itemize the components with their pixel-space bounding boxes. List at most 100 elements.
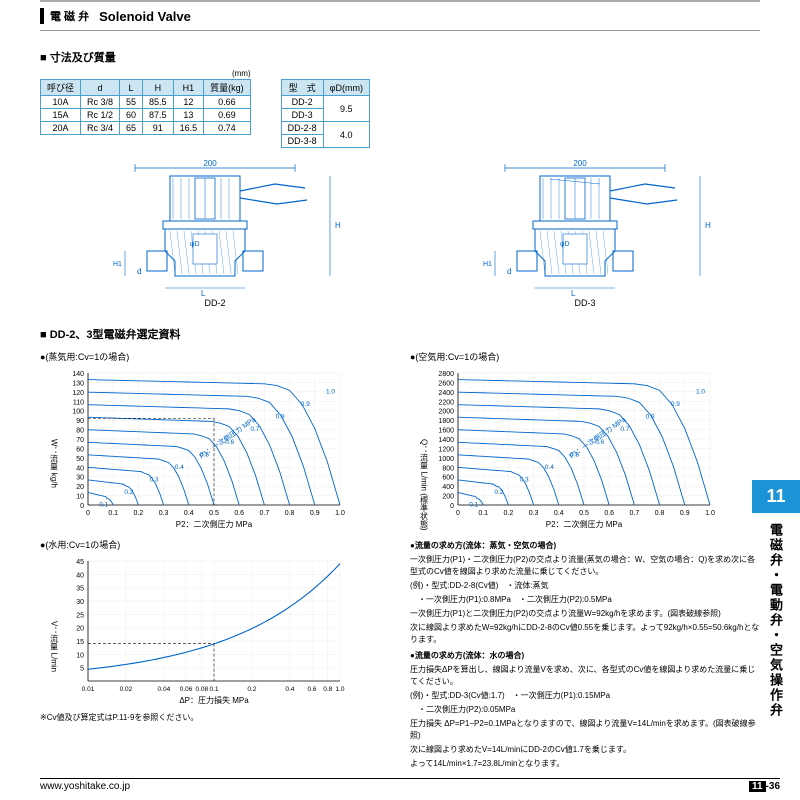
svg-text:0.2: 0.2 [504,510,514,517]
svg-text:1800: 1800 [438,418,454,425]
footer-url: www.yoshitake.co.jp [40,781,130,792]
water-chart: 510152025303540450.010.020.040.060.080.1… [40,553,350,708]
svg-text:20: 20 [76,626,84,633]
svg-text:0: 0 [86,510,90,517]
svg-text:10: 10 [76,494,84,501]
svg-text:H: H [335,221,341,230]
svg-text:1400: 1400 [438,437,454,444]
svg-text:120: 120 [72,390,84,397]
svg-text:50: 50 [76,456,84,463]
svg-text:15: 15 [76,639,84,646]
svg-text:90: 90 [76,418,84,425]
svg-text:2600: 2600 [438,380,454,387]
svg-text:0.1: 0.1 [478,510,488,517]
svg-text:0.2: 0.2 [494,489,503,496]
svg-text:0.6: 0.6 [604,510,614,517]
svg-text:45: 45 [76,559,84,566]
svg-text:H1: H1 [483,261,492,268]
svg-text:1.0: 1.0 [705,510,715,517]
svg-text:1.0: 1.0 [335,686,344,693]
svg-text:0.2: 0.2 [134,510,144,517]
section-selection-title: ■ DD-2、3型電磁弁選定資料 [40,326,760,342]
svg-text:0: 0 [450,503,454,510]
chapter-number: 11 [752,480,800,513]
svg-text:0.4: 0.4 [184,510,194,517]
svg-text:0.06: 0.06 [180,686,193,693]
chart1-title: ●(蒸気用:Cv=1の場合) [40,350,390,363]
svg-text:0.2: 0.2 [247,686,256,693]
svg-text:1.0: 1.0 [335,510,345,517]
svg-text:0.01: 0.01 [82,686,95,693]
phid-header: φD(mm) [323,80,369,96]
chapter-title: 電磁弁・電動弁・空気操作弁 [752,513,799,728]
svg-text:1.0: 1.0 [696,389,705,396]
explanation-text: ●流量の求め方(流体：蒸気・空気の場合) 一次側圧力(P1)・二次側圧力(P2)… [410,540,760,770]
diagram-label-dd3: DD-3 [445,298,725,308]
svg-text:200: 200 [442,494,454,501]
chart2-title: ●(空気用:Cv=1の場合) [410,350,760,363]
svg-text:130: 130 [72,380,84,387]
svg-text:P2：二次側圧力 MPa: P2：二次側圧力 MPa [546,519,623,529]
svg-text:0.3: 0.3 [150,476,159,483]
header-title-jp: 電 磁 弁 [50,8,89,24]
svg-text:H1: H1 [113,261,122,268]
page-footer: www.yoshitake.co.jp 11-36 [40,778,780,792]
svg-text:0.5: 0.5 [209,510,219,517]
svg-text:0.1: 0.1 [209,686,218,693]
svg-text:35: 35 [76,586,84,593]
svg-text:0.4: 0.4 [285,686,294,693]
svg-text:200: 200 [573,159,587,168]
svg-text:200: 200 [203,159,217,168]
svg-text:30: 30 [76,475,84,482]
svg-text:L: L [571,289,576,296]
svg-text:0.9: 0.9 [310,510,320,517]
svg-text:40: 40 [76,465,84,472]
svg-text:W：流量 kg/h: W：流量 kg/h [50,439,59,488]
svg-text:0.8: 0.8 [655,510,665,517]
chapter-tab: 11 電磁弁・電動弁・空気操作弁 [752,480,800,728]
diagram-dd3: 200HLdH1φD DD-3 [445,156,725,308]
svg-text:40: 40 [76,572,84,579]
svg-text:30: 30 [76,599,84,606]
svg-text:0.08: 0.08 [195,686,208,693]
svg-text:0.9: 0.9 [680,510,690,517]
section-dimensions-title: ■ 寸法及び質量 [40,49,760,65]
svg-text:2000: 2000 [438,409,454,416]
svg-text:2400: 2400 [438,390,454,397]
svg-text:1.0: 1.0 [326,389,335,396]
svg-text:110: 110 [73,399,84,406]
cv-reference-note: ※Cv値及び算定式はP.11-9を参照ください。 [40,712,390,723]
header-title-en: Solenoid Valve [99,9,191,24]
svg-text:V：流量 L/min: V：流量 L/min [50,621,59,672]
svg-text:1200: 1200 [438,446,454,453]
svg-text:φD: φD [560,241,570,248]
svg-text:2800: 2800 [438,371,454,378]
svg-text:0.3: 0.3 [529,510,539,517]
header-accent [40,8,44,24]
svg-text:60: 60 [76,446,84,453]
svg-text:0.6: 0.6 [308,686,317,693]
svg-text:20: 20 [76,484,84,491]
footer-page-number: 11-36 [749,781,780,792]
svg-text:0.02: 0.02 [120,686,133,693]
unit-label: (mm) [40,69,251,78]
svg-text:10: 10 [76,652,84,659]
svg-text:0.4: 0.4 [175,464,184,471]
svg-text:0: 0 [80,503,84,510]
svg-text:0.1: 0.1 [469,501,478,508]
svg-text:0.7: 0.7 [620,426,629,433]
model-table: 型 式 φD(mm) DD-29.5 DD-3 DD-2-84.0 DD-3-8 [281,79,370,148]
svg-text:P2：二次側圧力 MPa: P2：二次側圧力 MPa [176,519,253,529]
svg-text:2200: 2200 [438,399,454,406]
svg-text:400: 400 [442,484,454,491]
svg-text:1000: 1000 [438,456,454,463]
svg-text:ΔP：圧力損失 MPa: ΔP：圧力損失 MPa [179,695,249,705]
svg-text:0.7: 0.7 [250,426,259,433]
svg-text:0.3: 0.3 [159,510,169,517]
svg-text:φD: φD [190,241,200,248]
svg-text:70: 70 [76,437,84,444]
svg-text:0.5: 0.5 [579,510,589,517]
svg-text:L: L [201,289,206,296]
svg-text:5: 5 [80,666,84,673]
diagram-dd2: 200HLdH1φD DD-2 [75,156,355,308]
